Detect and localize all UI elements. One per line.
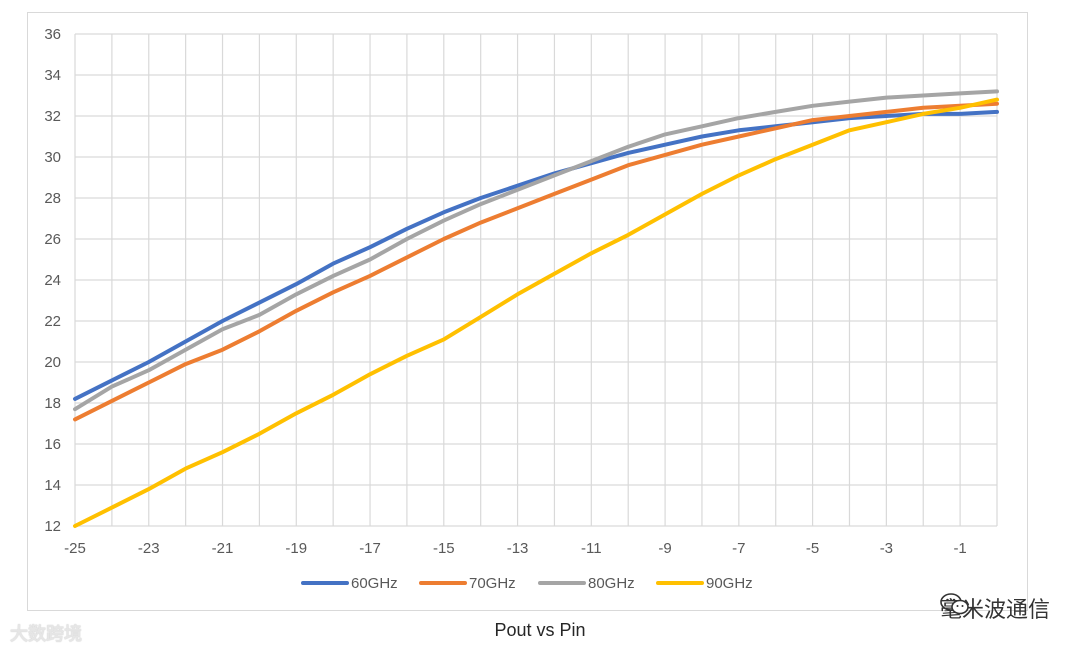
watermark-left: 大数跨境 — [10, 624, 82, 645]
x-tick-label: -11 — [581, 540, 602, 557]
x-tick-label: -1 — [953, 540, 966, 557]
x-tick-label: -9 — [658, 540, 671, 557]
series-line-70ghz — [73, 101, 999, 422]
gridlines — [74, 33, 998, 527]
x-tick-label: -7 — [732, 540, 745, 557]
x-tick-label: -3 — [880, 540, 893, 557]
chart-frame — [27, 12, 1028, 611]
series-lines — [73, 89, 999, 528]
x-tick-label: -19 — [285, 540, 307, 557]
y-tick-label: 16 — [44, 436, 61, 453]
y-tick-label: 30 — [44, 149, 61, 166]
x-tick-label: -25 — [64, 540, 86, 557]
wechat-icon — [940, 593, 969, 615]
watermark-right: 毫米波通信 — [940, 592, 1050, 624]
y-tick-label: 32 — [44, 108, 61, 125]
x-tick-label: -13 — [507, 540, 529, 557]
legend: 60GHz 70GHz 80GHz 90GHz — [301, 575, 753, 592]
x-tick-label: -23 — [138, 540, 160, 557]
series-line-90ghz — [73, 97, 999, 528]
legend-label: 70GHz — [469, 575, 516, 592]
y-tick-label: 36 — [44, 26, 61, 43]
x-axis-ticks: -25 -23 -21 -19 -17 -15 -13 -11 -9 -7 -5 -3 -1 — [64, 540, 967, 557]
chart-caption: Pout vs Pin — [494, 620, 586, 640]
y-tick-label: 20 — [44, 354, 61, 371]
y-axis-ticks: 12 14 16 18 20 22 24 26 28 30 32 34 36 — [44, 26, 61, 535]
legend-label: 90GHz — [706, 575, 753, 592]
y-tick-label: 14 — [44, 477, 61, 494]
y-tick-label: 18 — [44, 395, 61, 412]
y-tick-label: 24 — [44, 272, 61, 289]
y-tick-label: 34 — [44, 67, 61, 84]
y-tick-label: 12 — [44, 518, 61, 535]
x-tick-label: -21 — [212, 540, 234, 557]
series-line-80ghz — [73, 89, 999, 412]
series-line-60ghz — [73, 109, 999, 401]
y-tick-label: 26 — [44, 231, 61, 248]
legend-label: 80GHz — [588, 575, 635, 592]
y-tick-label: 22 — [44, 313, 61, 330]
legend-label: 60GHz — [351, 575, 398, 592]
y-tick-label: 28 — [44, 190, 61, 207]
x-tick-label: -5 — [806, 540, 819, 557]
x-tick-label: -17 — [359, 540, 381, 557]
x-tick-label: -15 — [433, 540, 455, 557]
